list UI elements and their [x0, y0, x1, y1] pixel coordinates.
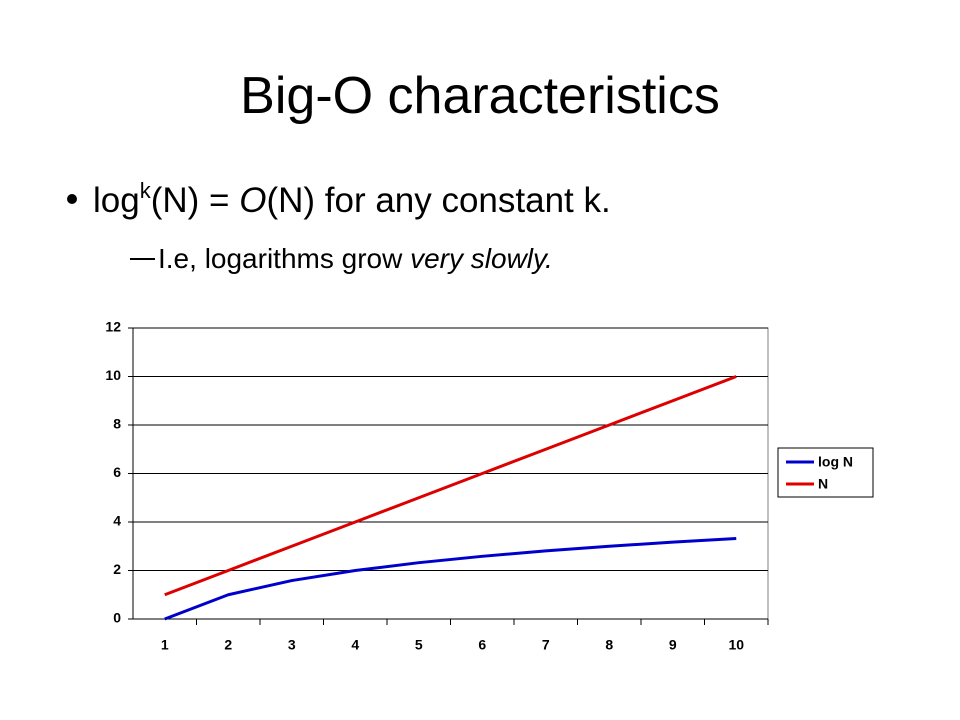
slide-title: Big-O characteristics [240, 67, 720, 125]
x-tick-label: 8 [605, 637, 613, 653]
legend-label: log N [818, 454, 853, 470]
x-tick-label: 4 [351, 637, 359, 653]
x-tick-label: 3 [288, 637, 296, 653]
text-part: I.e, logarithms grow [158, 243, 410, 274]
x-tick-label: 10 [728, 637, 744, 653]
bullet-dot [67, 194, 77, 204]
y-tick-label: 0 [113, 610, 121, 626]
text-part: log [93, 181, 140, 220]
bullet-text: logk(N) = O(N) for any constant k. [93, 178, 611, 220]
y-tick-label: 8 [113, 416, 121, 432]
sub-bullet-text: I.e, logarithms grow very slowly. [158, 243, 553, 274]
y-tick-label: 10 [105, 367, 121, 383]
text-part: (N) = [151, 181, 239, 220]
series-line [164, 536, 737, 621]
x-tick-label: 1 [161, 637, 169, 653]
text-part: O [239, 181, 266, 220]
text-part: very slowly. [410, 243, 553, 274]
x-tick-label: 9 [669, 637, 677, 653]
y-tick-label: 12 [105, 319, 121, 335]
y-tick-label: 4 [113, 513, 121, 529]
x-tick-label: 6 [478, 637, 486, 653]
y-tick-label: 6 [113, 464, 121, 480]
legend-label: N [818, 476, 828, 492]
x-tick-label: 7 [542, 637, 550, 653]
x-tick-label: 2 [224, 637, 232, 653]
text-part: (N) for any constant k. [266, 181, 610, 220]
superscript: k [140, 178, 152, 203]
x-tick-label: 5 [415, 637, 423, 653]
y-tick-label: 2 [113, 561, 121, 577]
legend-box [777, 447, 874, 498]
series-line [164, 375, 737, 597]
